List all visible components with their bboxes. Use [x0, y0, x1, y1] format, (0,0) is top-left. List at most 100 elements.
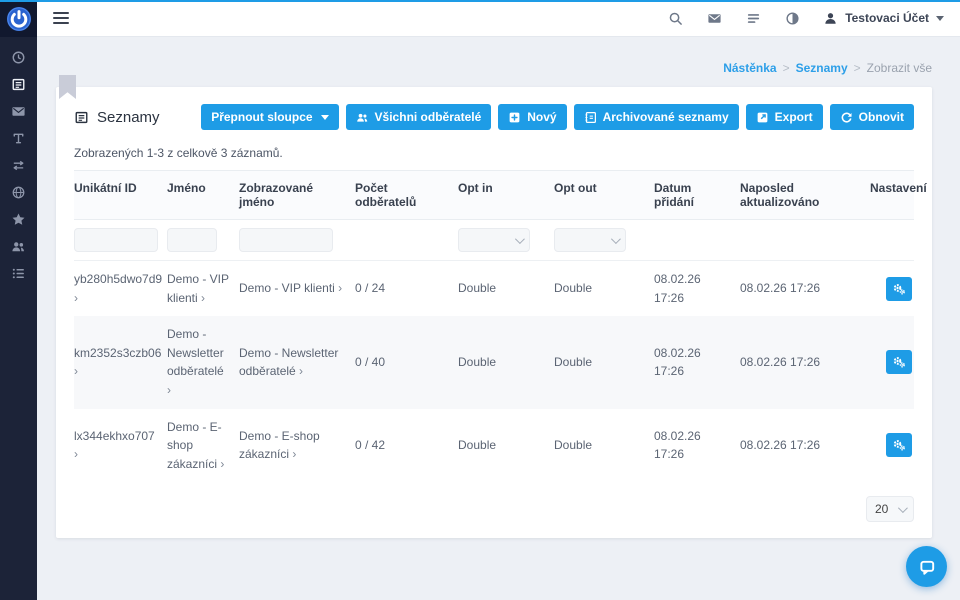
account-label: Testovaci Účet [845, 11, 929, 25]
sidebar [0, 0, 37, 600]
feed-icon [747, 13, 759, 23]
column-header[interactable]: Jméno [167, 181, 206, 195]
address-book-icon [585, 111, 596, 123]
breadcrumb-current: Zobrazit vše [866, 61, 932, 75]
list-settings-button[interactable] [886, 276, 912, 301]
transfer-arrows-icon [13, 160, 24, 170]
last-updated: 08.02.26 17:26 [740, 438, 821, 453]
list-display-name-link[interactable]: Demo - E-shop zákazníci [239, 427, 355, 464]
sidebar-item-text[interactable] [5, 129, 32, 147]
search-button[interactable] [667, 10, 683, 26]
hamburger-menu-button[interactable] [53, 12, 69, 24]
column-header[interactable]: Zobrazované jméno [239, 181, 314, 209]
refresh-button[interactable]: Obnovit [829, 104, 914, 130]
contrast-icon [786, 11, 799, 25]
list-unique-id-link[interactable]: lx344ekhxo707 [74, 427, 167, 464]
chevron-down-icon [514, 233, 525, 244]
column-header[interactable]: Opt in [458, 181, 493, 195]
topbar-actions: Testovaci Účet [667, 10, 944, 26]
top-accent-bar [0, 0, 960, 2]
filter-row [74, 220, 914, 261]
list-unique-id-link[interactable]: yb280h5dwo7d9 [74, 270, 167, 307]
date-added: 08.02.26 17:26 [654, 345, 701, 379]
sidebar-item-envelope[interactable] [5, 102, 32, 120]
power-logo-icon [6, 6, 31, 31]
card-header: Seznamy Přepnout sloupce Všichni odběrat… [74, 104, 914, 130]
list-display-name-link[interactable]: Demo - Newsletter odběratelé [239, 344, 355, 381]
column-header[interactable]: Počet odběratelů [355, 181, 417, 209]
date-added: 08.02.26 17:26 [654, 428, 701, 462]
list-display-name-link[interactable]: Demo - VIP klienti [239, 279, 355, 298]
export-button[interactable]: Export [745, 104, 823, 130]
breadcrumb-section[interactable]: Seznamy [795, 61, 848, 75]
list-name-link[interactable]: Demo - E-shop zákazníci [167, 418, 239, 474]
sidebar-item-clock[interactable] [5, 48, 32, 66]
page-size-select[interactable]: 20 [866, 496, 914, 523]
toggle-columns-button[interactable]: Přepnout sloupce [201, 104, 339, 130]
sidebar-nav [0, 37, 37, 282]
account-menu[interactable]: Testovaci Účet [823, 11, 944, 26]
sidebar-item-menu-list[interactable] [5, 264, 32, 282]
sidebar-item-star[interactable] [5, 210, 32, 228]
mail-icon [708, 13, 721, 23]
contrast-toggle-button[interactable] [784, 10, 800, 26]
clock-icon [12, 51, 25, 63]
users-icon [356, 113, 367, 122]
sidebar-item-users[interactable] [5, 237, 32, 255]
breadcrumb: Nástěnka > Seznamy > Zobrazit vše [723, 61, 932, 75]
unique-id-filter-input[interactable] [74, 228, 158, 252]
opt-out-value: Double [554, 355, 593, 370]
all-subscribers-button[interactable]: Všichni odběratelé [345, 104, 492, 130]
refresh-icon [841, 112, 852, 123]
last-updated: 08.02.26 17:26 [740, 355, 821, 370]
new-list-label: Nový [527, 110, 557, 124]
opt-in-value: Double [458, 438, 497, 453]
toolbar: Přepnout sloupce Všichni odběratelé Nový… [201, 104, 914, 130]
list-settings-button[interactable] [886, 433, 912, 458]
list-unique-id-link[interactable]: km2352s3czb06 [74, 344, 167, 381]
name-filter-input[interactable] [167, 228, 217, 252]
table-row: km2352s3czb06 Demo - Newsletter odběrate… [74, 316, 914, 409]
column-header[interactable]: Unikátní ID [74, 181, 137, 195]
star-icon [12, 213, 25, 225]
records-summary: Zobrazených 1-3 z celkově 3 záznamů. [74, 146, 283, 160]
caret-down-icon [320, 114, 329, 120]
page-title: Seznamy [74, 109, 160, 126]
chat-fab-button[interactable] [906, 546, 947, 587]
main-content: Nástěnka > Seznamy > Zobrazit vše Seznam… [37, 37, 960, 600]
subscriber-count: 0 / 40 [355, 355, 386, 370]
pagination: 20 [74, 496, 914, 523]
column-header[interactable]: Naposled aktualizováno [740, 181, 820, 209]
list-name-link[interactable]: Demo - Newsletter odběratelé [167, 325, 239, 399]
table-header-row: Unikátní ID Jméno Zobrazované jméno Poče… [74, 170, 927, 220]
mail-button[interactable] [706, 10, 722, 26]
archived-lists-button[interactable]: Archivované seznamy [573, 104, 739, 130]
list-name-link[interactable]: Demo - VIP klienti [167, 270, 239, 307]
archived-lists-label: Archivované seznamy [602, 110, 729, 124]
feed-button[interactable] [745, 10, 761, 26]
users-icon [12, 241, 24, 251]
opt-out-value: Double [554, 281, 593, 296]
column-header[interactable]: Datum přidání [654, 181, 695, 209]
opt-in-filter-select[interactable] [458, 228, 530, 252]
last-updated: 08.02.26 17:26 [740, 281, 821, 296]
export-icon [757, 112, 768, 122]
subscriber-count: 0 / 42 [355, 438, 386, 453]
sidebar-item-lists[interactable] [5, 75, 32, 93]
cogs-icon [893, 440, 905, 451]
breadcrumb-home[interactable]: Nástěnka [723, 61, 777, 75]
opt-out-filter-select[interactable] [554, 228, 626, 252]
display-name-filter-input[interactable] [239, 228, 333, 252]
page-size-value: 20 [875, 502, 889, 517]
search-icon [669, 12, 682, 25]
new-list-button[interactable]: Nový [498, 104, 567, 130]
sidebar-item-transfer[interactable] [5, 156, 32, 174]
column-header[interactable]: Opt out [554, 181, 597, 195]
list-settings-button[interactable] [886, 350, 912, 375]
caret-down-icon [936, 15, 944, 21]
app-logo[interactable] [0, 0, 37, 37]
opt-in-value: Double [458, 281, 497, 296]
sidebar-item-globe[interactable] [5, 183, 32, 201]
plus-square-icon [509, 112, 520, 122]
breadcrumb-separator: > [782, 61, 790, 75]
